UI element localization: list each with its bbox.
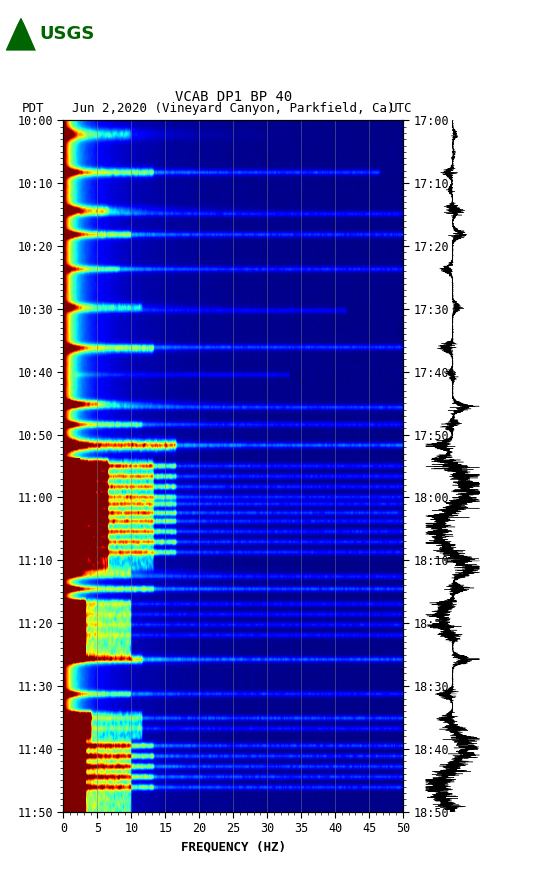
X-axis label: FREQUENCY (HZ): FREQUENCY (HZ) (181, 840, 286, 854)
Text: VCAB DP1 BP 40: VCAB DP1 BP 40 (174, 90, 292, 104)
Polygon shape (6, 16, 36, 51)
Text: Jun 2,2020 (Vineyard Canyon, Parkfield, Ca): Jun 2,2020 (Vineyard Canyon, Parkfield, … (72, 102, 395, 115)
Text: PDT: PDT (22, 102, 45, 115)
Text: USGS: USGS (40, 26, 95, 44)
Text: UTC: UTC (389, 102, 411, 115)
